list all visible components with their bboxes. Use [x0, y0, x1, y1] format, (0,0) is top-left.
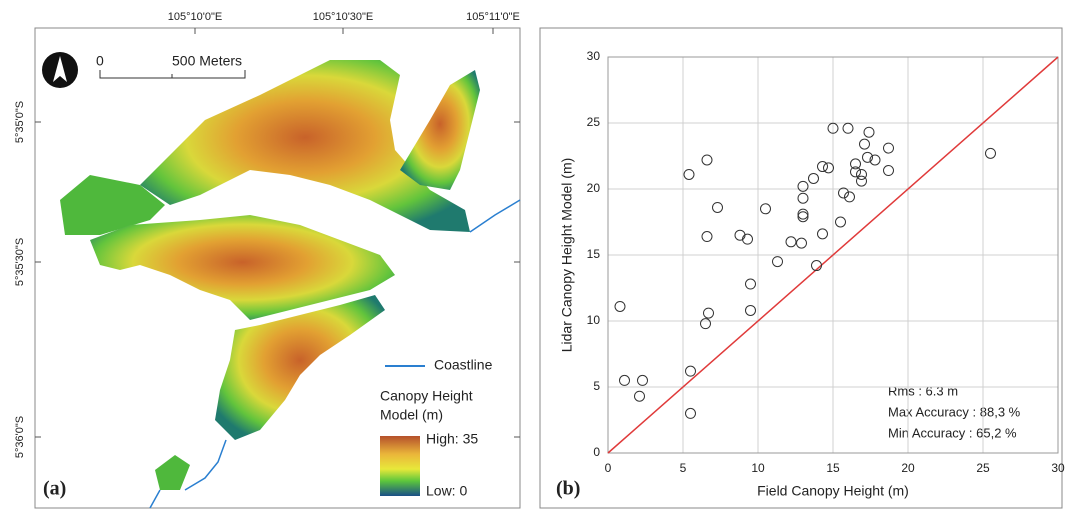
point	[637, 374, 648, 386]
point	[883, 165, 894, 177]
scale-bar	[99, 70, 246, 79]
land	[60, 175, 165, 235]
legend-title: Model (m)	[380, 407, 443, 423]
legend-label: Coastline	[434, 357, 493, 373]
point	[835, 216, 846, 228]
point	[745, 304, 756, 316]
point	[685, 407, 696, 419]
y-axis-label: Lidar Canopy Height Model (m)	[559, 158, 575, 353]
point	[863, 126, 875, 138]
point	[838, 187, 849, 199]
lon-label: 105°11'0"E	[466, 11, 520, 23]
lon-label: 105°10'30"E	[313, 11, 374, 23]
label-box	[38, 476, 78, 504]
identity-line	[607, 56, 1059, 454]
point	[701, 154, 713, 166]
plot-frame	[607, 56, 1059, 454]
x-tick-label: 15	[826, 461, 840, 475]
land	[400, 70, 480, 190]
annotation: Max Accuracy : 88,3 %	[888, 404, 1021, 419]
point	[856, 175, 867, 187]
point	[823, 162, 834, 174]
point	[817, 161, 828, 173]
annotation: Min Accuracy : 65,2 %	[888, 425, 1017, 440]
y-tick-label: 15	[587, 247, 601, 261]
point	[683, 168, 695, 180]
point	[797, 192, 809, 204]
x-tick-label: 25	[976, 461, 990, 475]
point	[685, 365, 696, 377]
panel-label: (a)	[43, 478, 66, 500]
map-panel: 0 500 Meters Coastline Canopy Height Mod…	[14, 11, 521, 509]
lat-label: 5°35'0"S	[14, 101, 26, 143]
scale-label: 0	[96, 53, 104, 69]
point	[634, 390, 645, 402]
point	[745, 278, 756, 290]
point	[703, 307, 714, 319]
land	[140, 60, 470, 232]
point	[712, 201, 723, 213]
point	[883, 142, 894, 154]
point	[869, 154, 881, 166]
x-axis-label: Field Canopy Height (m)	[757, 483, 909, 499]
point	[859, 138, 870, 150]
land	[90, 215, 395, 320]
y-tick-label: 30	[587, 49, 601, 63]
point	[862, 151, 873, 163]
x-tick-label: 10	[751, 461, 765, 475]
point	[808, 172, 819, 184]
point	[742, 233, 753, 245]
x-tick-label: 0	[605, 461, 612, 475]
x-tick-label: 30	[1051, 461, 1065, 475]
land	[155, 455, 190, 490]
legend-high: High: 35	[426, 431, 478, 447]
point	[827, 122, 839, 134]
y-tick-label: 0	[593, 445, 600, 459]
lat-label: 5°36'0"S	[14, 416, 26, 458]
point	[614, 300, 626, 312]
scale-label: 500 Meters	[172, 53, 242, 69]
point	[700, 318, 711, 330]
point	[856, 168, 867, 180]
point	[850, 158, 861, 170]
y-tick-label: 25	[587, 115, 601, 129]
point	[797, 180, 809, 192]
annotation: Rms : 6.3 m	[888, 383, 958, 398]
point	[985, 147, 996, 159]
panel-label: (b)	[556, 478, 580, 500]
land	[215, 295, 385, 440]
chart-frame	[539, 27, 1063, 509]
point	[772, 256, 783, 268]
point	[811, 260, 822, 272]
point	[797, 211, 809, 223]
point	[844, 191, 855, 203]
y-tick-label: 5	[593, 379, 600, 393]
legend-ramp	[380, 436, 420, 496]
point	[760, 203, 771, 215]
lat-label: 5°35'30"S	[14, 238, 26, 286]
point	[619, 374, 630, 386]
x-tick-label: 20	[901, 461, 915, 475]
point	[796, 237, 807, 249]
point	[701, 231, 713, 243]
x-tick-label: 5	[680, 461, 687, 475]
point	[817, 228, 828, 240]
lon-label: 105°10'0"E	[168, 11, 222, 23]
coastline	[149, 199, 521, 509]
legend-title: Canopy Height	[380, 388, 473, 404]
y-tick-label: 10	[587, 313, 601, 327]
point	[797, 208, 809, 220]
legend-low: Low: 0	[426, 483, 467, 499]
point	[785, 236, 797, 248]
north-arrow	[53, 56, 67, 82]
point	[842, 122, 854, 134]
point	[850, 166, 861, 178]
y-tick-label: 20	[587, 181, 601, 195]
